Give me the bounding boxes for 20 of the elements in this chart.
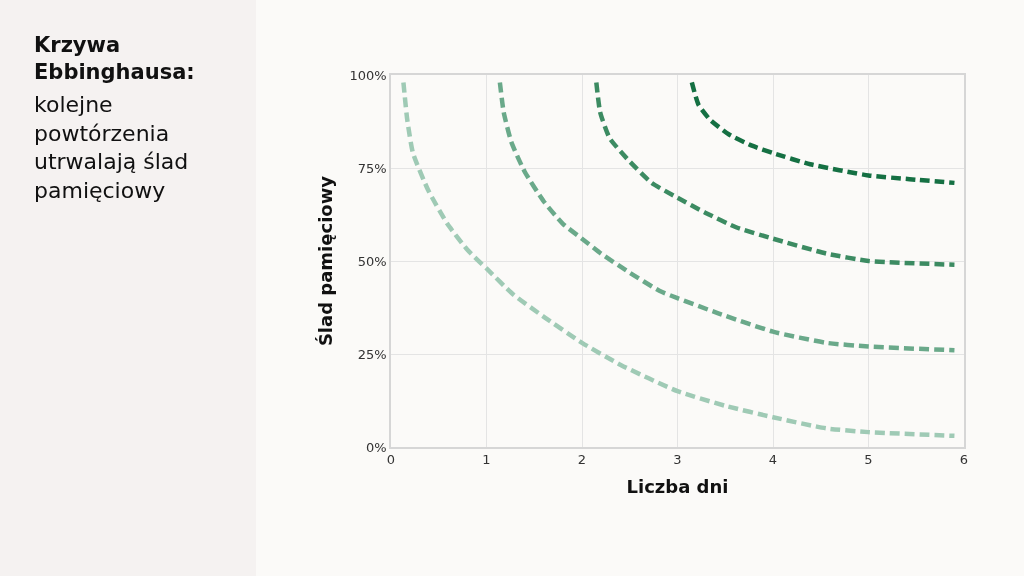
x-tick-label: 4 xyxy=(768,452,778,468)
line-series xyxy=(497,80,957,353)
x-tick-label: 1 xyxy=(482,452,491,468)
y-tick-label: 25% xyxy=(357,346,387,362)
x-axis-title: Liczba dni xyxy=(626,475,729,497)
y-tick-label: 100% xyxy=(349,67,387,83)
x-tick-label: 6 xyxy=(959,452,969,468)
y-tick-label: 75% xyxy=(357,160,387,176)
x-tick-label: 3 xyxy=(673,452,682,468)
line-series xyxy=(689,80,957,186)
text: Krzywa Ebbinghausa: xyxy=(34,33,195,85)
y-axis-title: Ślad pamięciowy xyxy=(315,175,337,347)
y-tick-label: 50% xyxy=(357,253,387,269)
line-series xyxy=(594,80,957,267)
x-tick-label: 2 xyxy=(577,452,587,468)
line-series xyxy=(401,80,957,439)
x-tick-label: 5 xyxy=(864,452,873,468)
y-tick-label: 0% xyxy=(366,439,387,455)
x-tick-label: 0 xyxy=(386,452,396,468)
text: kolejne powtórzenia utrwalają ślad pamięciowy xyxy=(34,92,189,203)
